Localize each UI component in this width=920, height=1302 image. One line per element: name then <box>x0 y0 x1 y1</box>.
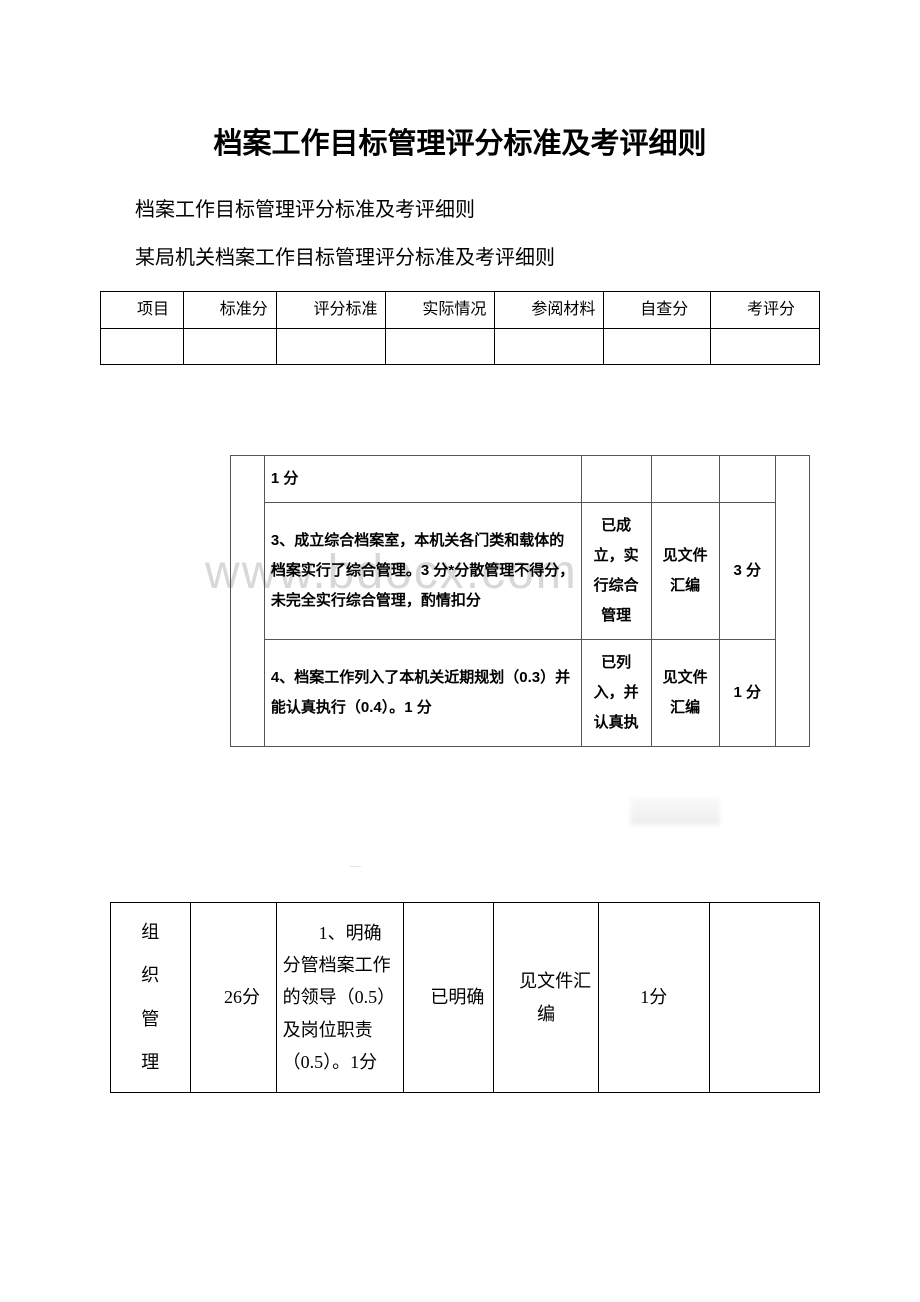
subtitle-2: 某局机关档案工作目标管理评分标准及考评细则 <box>135 240 820 276</box>
cell-eval <box>709 903 820 1093</box>
watermark-section: www.bdocx.com 1 分 3、成立综合档案室，本机关各门类和载体的档案… <box>100 415 820 747</box>
cell <box>231 456 265 747</box>
cell: 见文件汇编 <box>651 503 719 640</box>
empty-cell <box>495 328 604 365</box>
table-row: 1 分 <box>231 456 810 503</box>
empty-cell <box>101 328 184 365</box>
cell-actual: 已明确 <box>403 903 494 1093</box>
cell: 4、档案工作列入了本机关近期规划（0.3）并能认真执行（0.4）。1 分 <box>264 640 581 747</box>
empty-cell <box>183 328 277 365</box>
header-cell: 项目 <box>101 292 184 329</box>
header-cell: 参阅材料 <box>495 292 604 329</box>
main-title: 档案工作目标管理评分标准及考评细则 <box>100 120 820 162</box>
empty-cell <box>277 328 386 365</box>
cell <box>776 456 810 747</box>
table-header-row: 项目 标准分 评分标准 实际情况 参阅材料 自查分 考评分 <box>101 292 820 329</box>
cell: 1 分 <box>719 640 776 747</box>
cell: 已成立，实行综合管理 <box>581 503 651 640</box>
cell: 3、成立综合档案室，本机关各门类和载体的档案实行了综合管理。3 分*分散管理不得… <box>264 503 581 640</box>
cell-criteria: 1、明确分管档案工作的领导（0.5）及岗位职责（0.5）。1分 <box>276 903 403 1093</box>
empty-cell <box>604 328 711 365</box>
header-cell: 标准分 <box>183 292 277 329</box>
cell-ref: 见文件汇编 <box>494 903 599 1093</box>
cell <box>651 456 719 503</box>
table-row: 组 织 管 理 26分 1、明确分管档案工作的领导（0.5）及岗位职责（0.5）… <box>111 903 820 1093</box>
cell: 见文件汇编 <box>651 640 719 747</box>
bottom-table: 组 织 管 理 26分 1、明确分管档案工作的领导（0.5）及岗位职责（0.5）… <box>110 902 820 1093</box>
cell-category: 组 织 管 理 <box>111 903 191 1093</box>
header-table: 项目 标准分 评分标准 实际情况 参阅材料 自查分 考评分 <box>100 291 820 365</box>
cell: 3 分 <box>719 503 776 640</box>
embedded-table: 1 分 3、成立综合档案室，本机关各门类和载体的档案实行了综合管理。3 分*分散… <box>230 455 810 747</box>
empty-cell <box>386 328 495 365</box>
table-row: 4、档案工作列入了本机关近期规划（0.3）并能认真执行（0.4）。1 分 已列入… <box>231 640 810 747</box>
header-cell: 自查分 <box>604 292 711 329</box>
decorative-blur: — <box>350 860 820 872</box>
header-cell: 实际情况 <box>386 292 495 329</box>
table-empty-row <box>101 328 820 365</box>
empty-cell <box>711 328 820 365</box>
decorative-smudge <box>100 797 720 830</box>
cell-self: 1分 <box>599 903 709 1093</box>
cell <box>581 456 651 503</box>
subtitle-1: 档案工作目标管理评分标准及考评细则 <box>135 192 820 228</box>
table-row: 3、成立综合档案室，本机关各门类和载体的档案实行了综合管理。3 分*分散管理不得… <box>231 503 810 640</box>
cell-score: 26分 <box>190 903 276 1093</box>
cell <box>719 456 776 503</box>
header-cell: 评分标准 <box>277 292 386 329</box>
cell: 已列入，并认真执 <box>581 640 651 747</box>
cell: 1 分 <box>264 456 581 503</box>
header-cell: 考评分 <box>711 292 820 329</box>
